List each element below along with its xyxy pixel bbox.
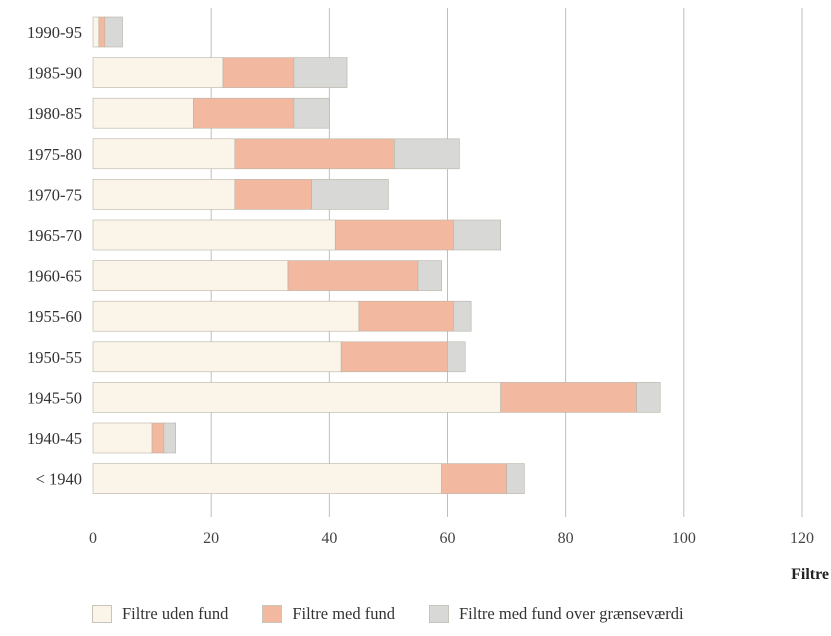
bar-segment-series-2 [98,16,106,48]
bar-segment-series-1 [92,260,289,291]
x-tick-label: 0 [89,530,97,547]
bar-segment-series-3 [506,463,525,494]
legend-item: Filtre med fund over grænseværdi [428,604,684,624]
bars [92,16,661,494]
x-tick-label: 60 [440,530,456,547]
bar-segment-series-3 [453,219,501,251]
bar-segment-series-2 [334,219,454,251]
bar-segment-series-3 [163,422,177,454]
bar-segment-series-3 [453,300,472,332]
bar-segment-series-2 [193,97,295,129]
bar-segment-series-3 [293,57,348,88]
category-label: 1965-70 [27,226,82,245]
bar-segment-series-1 [92,57,224,88]
bar-segment-series-1 [92,341,342,373]
bar-segment-series-2 [358,300,454,332]
bar-segment-series-1 [92,179,236,210]
legend-swatch [92,605,112,623]
category-label: 1980-85 [27,104,82,123]
category-label: 1985-90 [27,64,82,83]
bar-segment-series-1 [92,422,153,454]
bar-segment-series-3 [293,97,330,129]
category-label: < 1940 [36,470,82,489]
legend-swatch [428,605,449,623]
legend: Filtre uden fund Filtre med fund Filtre me… [92,604,718,624]
bar-segment-series-2 [222,57,295,88]
bar-segment-series-2 [234,138,395,170]
bar-segment-series-2 [340,341,448,373]
x-tick-label: 120 [790,530,814,547]
category-labels: 1990-95 1985-90 1980-85 1975-80 1970-75 1965-… [27,23,82,489]
bar-segment-series-1 [92,138,236,170]
bar-segment-series-3 [636,382,661,413]
legend-label: Filtre med fund [292,604,395,623]
legend-label: Filtre med fund over grænseværdi [458,604,684,623]
bar-segment-series-1 [92,463,442,494]
bar-segment-series-3 [417,260,442,291]
legend-swatch [262,605,283,623]
bar-segment-series-3 [394,138,460,170]
bar-segment-series-2 [151,422,165,454]
category-label: 1945-50 [27,388,82,407]
legend-item: Filtre uden fund [92,604,228,624]
bar-segment-series-3 [447,341,466,373]
category-label: 1950-55 [27,348,82,367]
bar-segment-series-1 [92,300,360,332]
bar-segment-series-2 [287,260,419,291]
x-tick-label: 80 [558,530,574,547]
category-label: 1940-45 [27,429,82,448]
bar-segment-series-1 [92,382,501,413]
category-label: 1975-80 [27,145,82,164]
legend-label: Filtre uden fund [122,604,229,623]
x-tick-label: 100 [672,530,696,547]
bar-segment-series-2 [234,179,312,210]
bar-segment-series-1 [92,219,336,251]
x-tick-labels: 0 20 40 60 80 100 120 [89,530,814,547]
bar-segment-series-1 [92,16,100,48]
x-tick-label: 20 [203,530,219,547]
x-tick-label: 40 [321,530,337,547]
category-label: 1970-75 [27,185,82,204]
category-label: 1955-60 [27,307,82,326]
bar-segment-series-2 [441,463,507,494]
category-label: 1960-65 [27,267,82,286]
bar-segment-series-2 [500,382,637,413]
x-axis-label: Filtre [791,566,829,583]
legend-item: Filtre med fund [262,604,395,624]
bar-segment-series-3 [104,16,123,48]
bar-segment-series-3 [311,179,389,210]
gridlines [210,8,803,517]
bar-segment-series-1 [92,97,194,129]
category-label: 1990-95 [27,23,82,42]
